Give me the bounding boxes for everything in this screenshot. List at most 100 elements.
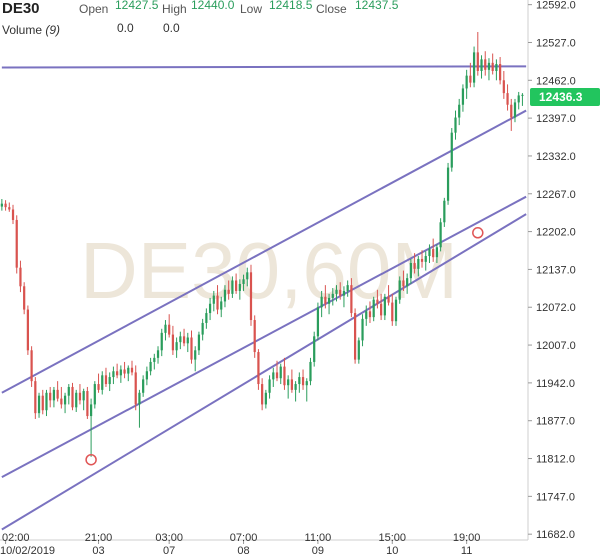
candle [498,57,502,85]
candle [56,381,59,402]
y-tick-label: 12527.0 [536,37,576,49]
x-tick-label-time: 21:00 [85,532,113,544]
candle [420,250,424,268]
low-value: 12418.5 [269,0,313,12]
candle [190,330,193,364]
candle [45,389,48,417]
marker-low [85,453,97,466]
chart-watermark: DE30,60M [80,226,458,315]
candle [78,384,82,405]
candle [376,289,379,309]
candle [327,293,331,315]
candle [41,389,44,415]
trendline-horizontal-resistance [1,65,527,69]
candle [450,128,453,172]
candle [234,273,238,294]
last-price-tag: 12436.3 [530,88,600,106]
candle-body [439,222,442,248]
candle [287,375,290,399]
candle [179,331,182,350]
y-tick-label: 12397.0 [536,113,576,125]
candle-body [130,367,134,373]
x-tick-label-date: 07 [163,545,175,557]
candle [365,305,368,326]
candle-body [398,280,401,300]
candle-body [201,322,204,335]
candle [19,260,22,293]
candle [446,162,450,205]
candle [443,197,446,227]
candle-body [446,167,450,201]
candle-body [56,389,59,399]
candle-body [26,309,30,351]
candle-body [272,372,275,380]
open-value: 12427.5 [115,0,159,12]
high-label: High [162,2,187,16]
candle [223,285,227,308]
x-tick-label-time: 02:00 [2,532,30,544]
candle-body [454,117,457,133]
candle-body [168,324,171,335]
y-tick-label: 11682.0 [536,529,575,541]
candle [82,388,85,411]
candle [182,328,186,347]
candle-body [101,375,104,390]
candle [361,314,364,347]
candle-body [316,307,320,337]
candle-body [257,352,260,385]
candle-body [4,203,7,208]
volume-label-text: Volume [2,23,42,37]
candle [34,377,37,419]
candle-body [149,361,152,372]
candle-body [261,384,264,405]
candle [160,328,163,357]
candle-body [194,350,197,360]
candle [71,382,74,411]
candle [502,70,505,99]
candle [15,215,18,274]
candle-body [510,104,513,118]
candle-body [160,332,163,351]
candle-body [380,303,383,316]
candle-body [156,350,160,358]
candle [149,357,152,376]
candle [268,375,271,399]
candle [49,386,52,408]
candle-body [417,258,420,269]
candle [4,200,7,211]
x-tick-label-date: 11 [461,545,472,557]
candle [75,389,78,412]
candle-body [231,280,234,294]
candle [0,199,3,211]
candle-body [8,207,11,210]
candle [290,369,294,393]
candle [346,280,349,297]
candle [26,305,30,355]
candle-body [469,75,472,83]
x-tick-label-date: 10 [386,545,398,557]
candle-body [331,293,334,298]
candle-body [294,384,297,390]
candle-body [476,52,479,71]
candle-body [458,104,461,118]
candle [465,69,468,99]
y-tick-label: 12592.0 [536,0,576,12]
candle-body [164,324,167,333]
candle-body [227,289,230,294]
candle [216,285,219,315]
candle [491,53,494,75]
x-tick-label-time: 11:00 [305,532,332,544]
candle-body [264,392,267,405]
volume-value-2: 0.0 [163,21,180,35]
candle [52,386,56,408]
candle [23,282,26,315]
x-tick-label-time: 03:00 [155,532,183,544]
candle [428,244,431,264]
candle [506,84,509,111]
candle-body [480,59,483,71]
candle [168,314,171,338]
candle [97,373,100,393]
candle [63,392,67,414]
